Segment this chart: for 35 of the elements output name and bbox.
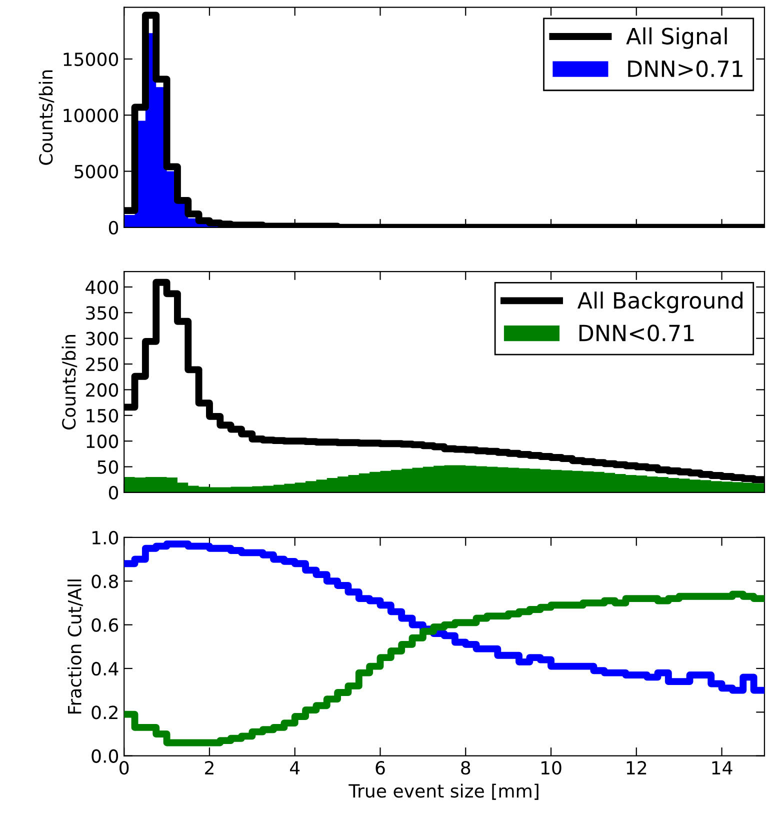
legend-label: All Signal bbox=[626, 27, 727, 49]
x-tick-label: 6 bbox=[376, 761, 385, 775]
y-tick-label: 0.0 bbox=[92, 749, 118, 763]
y-tick-label: 150 bbox=[86, 408, 118, 423]
y-tick-label: 0.4 bbox=[92, 662, 118, 676]
y-tick-label: 200 bbox=[86, 383, 118, 397]
y-axis-title: Counts/bin bbox=[38, 70, 54, 165]
x-tick-label: 12 bbox=[626, 761, 646, 774]
legend-label: DNN<0.71 bbox=[579, 324, 694, 342]
x-tick-label: 10 bbox=[542, 761, 562, 775]
y-tick-label: 15000 bbox=[64, 52, 118, 66]
legend-label: All Background bbox=[577, 292, 742, 314]
y-tick-label: 0 bbox=[108, 220, 118, 235]
y-tick-label: 300 bbox=[86, 332, 118, 346]
y-tick-label: 0.2 bbox=[92, 706, 118, 720]
x-tick-label: 4 bbox=[290, 761, 300, 774]
y-tick-label: 400 bbox=[86, 280, 118, 294]
y-tick-label: 350 bbox=[86, 306, 118, 320]
legend-label: DNN>0.71 bbox=[628, 60, 742, 78]
y-tick-label: 50 bbox=[98, 460, 118, 474]
y-tick-label: 10000 bbox=[64, 108, 118, 122]
x-tick-label: 0 bbox=[120, 761, 129, 775]
x-tick-label: 14 bbox=[712, 761, 732, 774]
y-tick-label: 0 bbox=[108, 486, 118, 500]
y-tick-label: 1.0 bbox=[92, 530, 118, 545]
y-tick-label: 0.8 bbox=[92, 574, 118, 588]
y-tick-label: 250 bbox=[86, 357, 118, 372]
y-axis-title: Counts/bin bbox=[62, 335, 78, 430]
x-tick-label: 2 bbox=[205, 761, 214, 774]
x-tick-label: 8 bbox=[461, 761, 470, 775]
y-tick-label: 0.6 bbox=[92, 618, 118, 632]
y-tick-label: 5000 bbox=[74, 164, 118, 178]
y-tick-label: 100 bbox=[86, 434, 118, 448]
y-axis-title: Fraction Cut/All bbox=[67, 580, 83, 714]
x-axis-title: True event size [mm] bbox=[348, 784, 538, 800]
